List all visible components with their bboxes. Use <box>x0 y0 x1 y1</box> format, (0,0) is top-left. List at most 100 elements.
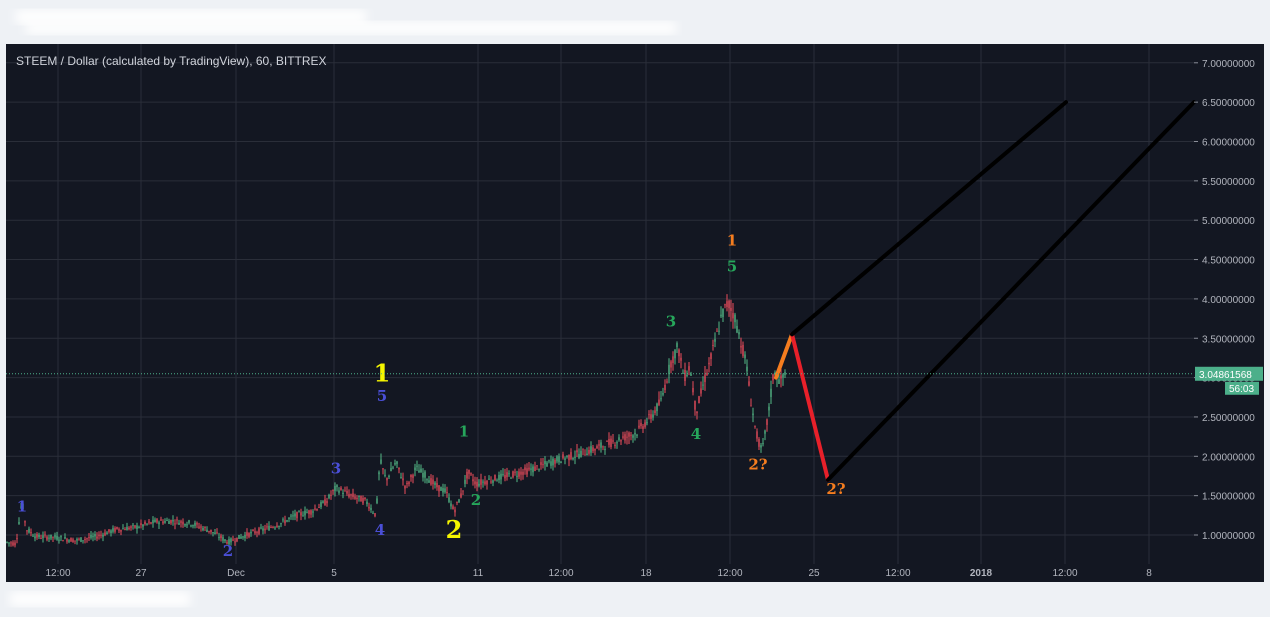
price-tick-label: 1.50000000 <box>1202 492 1255 503</box>
candle-body <box>384 474 386 476</box>
candle-body <box>502 474 504 476</box>
candle-body <box>152 519 154 524</box>
candle-body <box>268 525 270 531</box>
candle-body <box>670 361 672 368</box>
candle-body <box>406 483 408 485</box>
candle-body <box>344 490 346 492</box>
grid-lines <box>6 44 1194 564</box>
candle-body <box>62 540 64 542</box>
candle-body <box>614 444 616 446</box>
candle-body <box>426 479 428 481</box>
candle-body <box>486 480 488 485</box>
candle-body <box>454 509 456 513</box>
candle-body <box>720 314 722 317</box>
wave-label-orange: 2? <box>748 456 767 474</box>
candle-body <box>736 325 738 333</box>
time-tick-label: 12:00 <box>717 568 742 579</box>
time-tick-label: 12:00 <box>548 568 573 579</box>
wave-label-green: 3 <box>666 312 676 330</box>
candle-body <box>418 470 420 473</box>
candle-body <box>662 393 664 395</box>
candle-body <box>96 536 98 539</box>
candle-body <box>522 471 524 475</box>
candle-body <box>554 459 556 464</box>
wave-label-green: 5 <box>727 257 737 275</box>
candle-body <box>462 490 464 492</box>
candle-body <box>56 535 58 540</box>
candle-body <box>342 492 344 495</box>
candle-body <box>750 405 752 407</box>
candle-body <box>40 538 42 540</box>
candle-body <box>122 528 124 530</box>
candle-body <box>294 513 296 517</box>
candle-body <box>142 524 144 527</box>
candle-body <box>216 532 218 534</box>
candle-body <box>686 375 688 377</box>
candle-body <box>416 465 418 467</box>
candle-body <box>694 400 696 410</box>
candle-body <box>68 540 70 542</box>
candle-body <box>432 479 434 485</box>
candle-body <box>378 472 380 475</box>
candle-body <box>274 527 276 529</box>
candle-body <box>722 308 724 317</box>
candle-body <box>660 398 662 400</box>
candle-body <box>602 446 604 448</box>
candle-body <box>718 330 720 332</box>
candle-body <box>622 436 624 438</box>
candle-body <box>162 521 164 524</box>
candle-body <box>308 510 310 515</box>
candle-body <box>286 520 288 522</box>
candle-body <box>276 525 278 528</box>
candle-body <box>196 523 198 525</box>
candle-body <box>374 513 376 517</box>
candle-body <box>638 425 640 428</box>
candle-body <box>424 471 426 478</box>
candle-body <box>144 521 146 524</box>
candle-body <box>188 520 190 523</box>
candle-body <box>70 538 72 542</box>
candle-body <box>534 466 536 472</box>
time-axis[interactable] <box>6 564 1194 582</box>
wave-label-orange: 2? <box>826 480 845 498</box>
price-tick-label: 3.50000000 <box>1202 334 1255 345</box>
candle-body <box>168 521 170 525</box>
candle-body <box>606 440 608 442</box>
candle-body <box>576 450 578 453</box>
candle-body <box>414 467 416 471</box>
candle-body <box>302 515 304 517</box>
candle-body <box>608 438 610 445</box>
candle-body <box>430 478 432 485</box>
candle-body <box>564 458 566 460</box>
candle-body <box>542 464 544 466</box>
candle-body <box>630 434 632 436</box>
candle-body <box>508 473 510 475</box>
candle-body <box>18 521 20 524</box>
candle-body <box>156 519 158 523</box>
time-tick-label: 18 <box>640 568 652 579</box>
candle-body <box>100 534 102 536</box>
candle-body <box>654 410 656 414</box>
candle-body <box>672 356 674 363</box>
candle-body <box>674 350 676 359</box>
candle-body <box>322 501 324 503</box>
candle-body <box>298 511 300 513</box>
candle-body <box>306 512 308 514</box>
candle-body <box>756 431 758 439</box>
candle-body <box>526 468 528 475</box>
candle-body <box>582 448 584 450</box>
candle-body <box>460 493 462 498</box>
candle-body <box>652 414 654 418</box>
candle-body <box>524 467 526 471</box>
candle-body <box>262 528 264 531</box>
wave-label-green: 2 <box>471 491 481 509</box>
candle-body <box>208 530 210 532</box>
price-axis[interactable] <box>1194 44 1264 564</box>
candle-body <box>450 503 452 507</box>
candle-body <box>510 477 512 479</box>
candle-body <box>598 444 600 446</box>
candle-body <box>74 540 76 542</box>
wave-label-yellow: 1 <box>374 359 391 388</box>
blurred-footer <box>4 586 200 614</box>
